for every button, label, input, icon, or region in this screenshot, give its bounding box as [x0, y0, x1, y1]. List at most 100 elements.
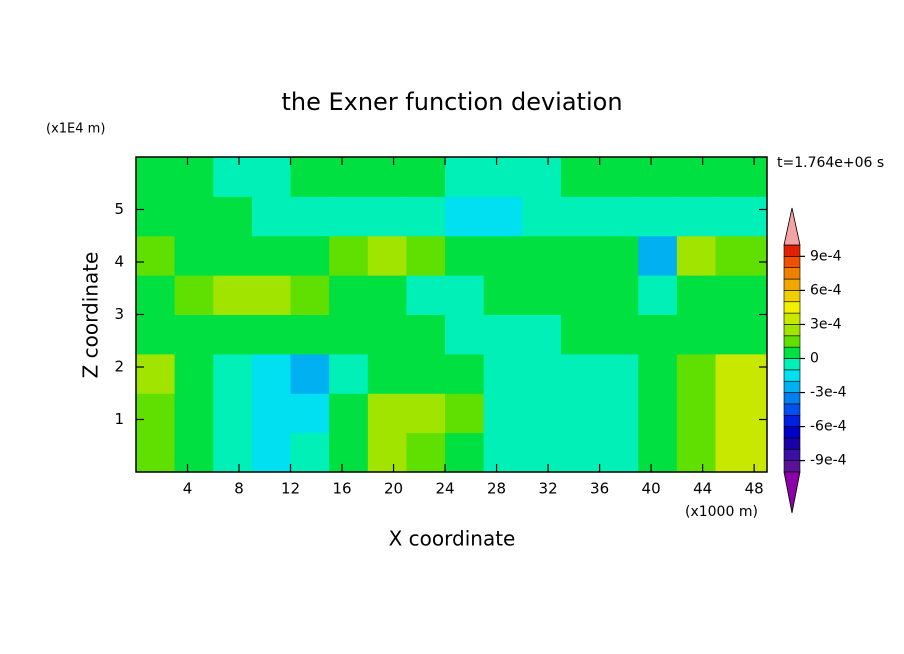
contour-cell: [715, 157, 768, 197]
colorbar-box: [783, 437, 801, 450]
contour-cell: [599, 157, 639, 197]
colorbar-box: [783, 335, 801, 348]
contour-cell: [483, 275, 523, 315]
contour-cell: [290, 314, 330, 355]
contour-cell: [522, 235, 562, 276]
x-tick-label: 16: [332, 480, 351, 498]
contour-cell: [483, 314, 523, 355]
contour-cell: [251, 235, 292, 276]
colorbar-tick-label: -9e-4: [810, 453, 847, 469]
contour-cell: [174, 314, 214, 355]
contour-cell: [445, 157, 485, 197]
contour-cell: [329, 393, 369, 434]
colorbar-box: [783, 301, 801, 314]
contour-cell: [290, 353, 330, 394]
contour-cell: [483, 235, 523, 276]
contour-cell: [290, 235, 330, 276]
contour-cell: [522, 157, 562, 197]
contour-cell: [213, 314, 253, 355]
contour-cell: [136, 196, 176, 237]
contour-cell: [213, 196, 253, 237]
contour-cell: [638, 275, 678, 315]
contour-cell: [406, 235, 446, 276]
contour-cell: [445, 196, 485, 237]
contour-cell: [522, 275, 562, 315]
contour-cell: [136, 157, 176, 197]
contour-cell: [483, 157, 523, 197]
x-tick-label: 4: [183, 480, 193, 498]
contour-cell: [251, 314, 292, 355]
contour-cell: [367, 353, 407, 394]
contour-cell: [329, 432, 369, 473]
colorbar-box: [783, 460, 801, 473]
contour-cell: [367, 235, 407, 276]
colorbar-tick-label: -6e-4: [810, 419, 847, 435]
contour-cell: [676, 235, 716, 276]
contour-cell: [136, 432, 176, 473]
contour-cell: [560, 314, 601, 355]
contour-cell: [329, 353, 369, 394]
contour-cell: [483, 196, 523, 237]
contour-cell: [638, 157, 678, 197]
y-tick-label: 2: [114, 358, 124, 376]
contour-cell: [560, 235, 601, 276]
colorbar-box: [783, 448, 801, 461]
contour-cell: [136, 393, 176, 434]
colorbar-box: [783, 369, 801, 382]
contour-cell: [599, 432, 639, 473]
colorbar-box: [783, 426, 801, 439]
x-tick-label: 48: [745, 480, 764, 498]
colorbar-tick-label: 6e-4: [810, 282, 842, 298]
y-axis-label: Z coordinate: [79, 252, 103, 379]
contour-cell: [445, 235, 485, 276]
colorbar-box: [783, 244, 801, 257]
contour-cell: [213, 432, 253, 473]
contour-cell: [136, 275, 176, 315]
contour-cell: [483, 393, 523, 434]
contour-cell: [290, 432, 330, 473]
contour-cell: [174, 432, 214, 473]
contour-cell: [367, 432, 407, 473]
contour-cell: [638, 314, 678, 355]
colorbar-over: [783, 207, 801, 246]
contour-cell: [290, 393, 330, 434]
colorbar-box: [783, 324, 801, 337]
contour-cell: [406, 432, 446, 473]
contour-cell: [329, 196, 369, 237]
contour-cell: [522, 353, 562, 394]
contour-cell: [638, 196, 678, 237]
contour-cell: [445, 353, 485, 394]
contour-cell: [522, 393, 562, 434]
contour-cell: [638, 353, 678, 394]
contour-cell: [367, 393, 407, 434]
contour-cell: [715, 353, 768, 394]
time-annotation: t=1.764e+06 s: [777, 155, 884, 171]
contour-cell: [676, 275, 716, 315]
contour-cell: [367, 196, 407, 237]
contour-cell: [329, 275, 369, 315]
colorbar-box: [783, 358, 801, 371]
x-tick-label: 12: [281, 480, 300, 498]
contour-cell: [560, 157, 601, 197]
contour-cell: [483, 353, 523, 394]
contour-cell: [715, 432, 768, 473]
colorbar-box: [783, 403, 801, 416]
contour-cell: [251, 432, 292, 473]
x-tick-label: 36: [590, 480, 609, 498]
contour-cell: [406, 353, 446, 394]
contour-cell: [445, 393, 485, 434]
contour-cell: [560, 393, 601, 434]
colorbar-box: [783, 278, 801, 291]
y-tick-label: 4: [114, 253, 124, 271]
contour-cell: [715, 314, 768, 355]
contour-cell: [445, 275, 485, 315]
contour-cell: [676, 432, 716, 473]
x-unit: (x1000 m): [685, 504, 758, 520]
contour-cell: [290, 157, 330, 197]
contour-cell: [251, 196, 292, 237]
contour-cell: [213, 235, 253, 276]
x-axis-label: X coordinate: [389, 527, 516, 551]
x-tick-label: 32: [539, 480, 558, 498]
contour-cell: [290, 275, 330, 315]
